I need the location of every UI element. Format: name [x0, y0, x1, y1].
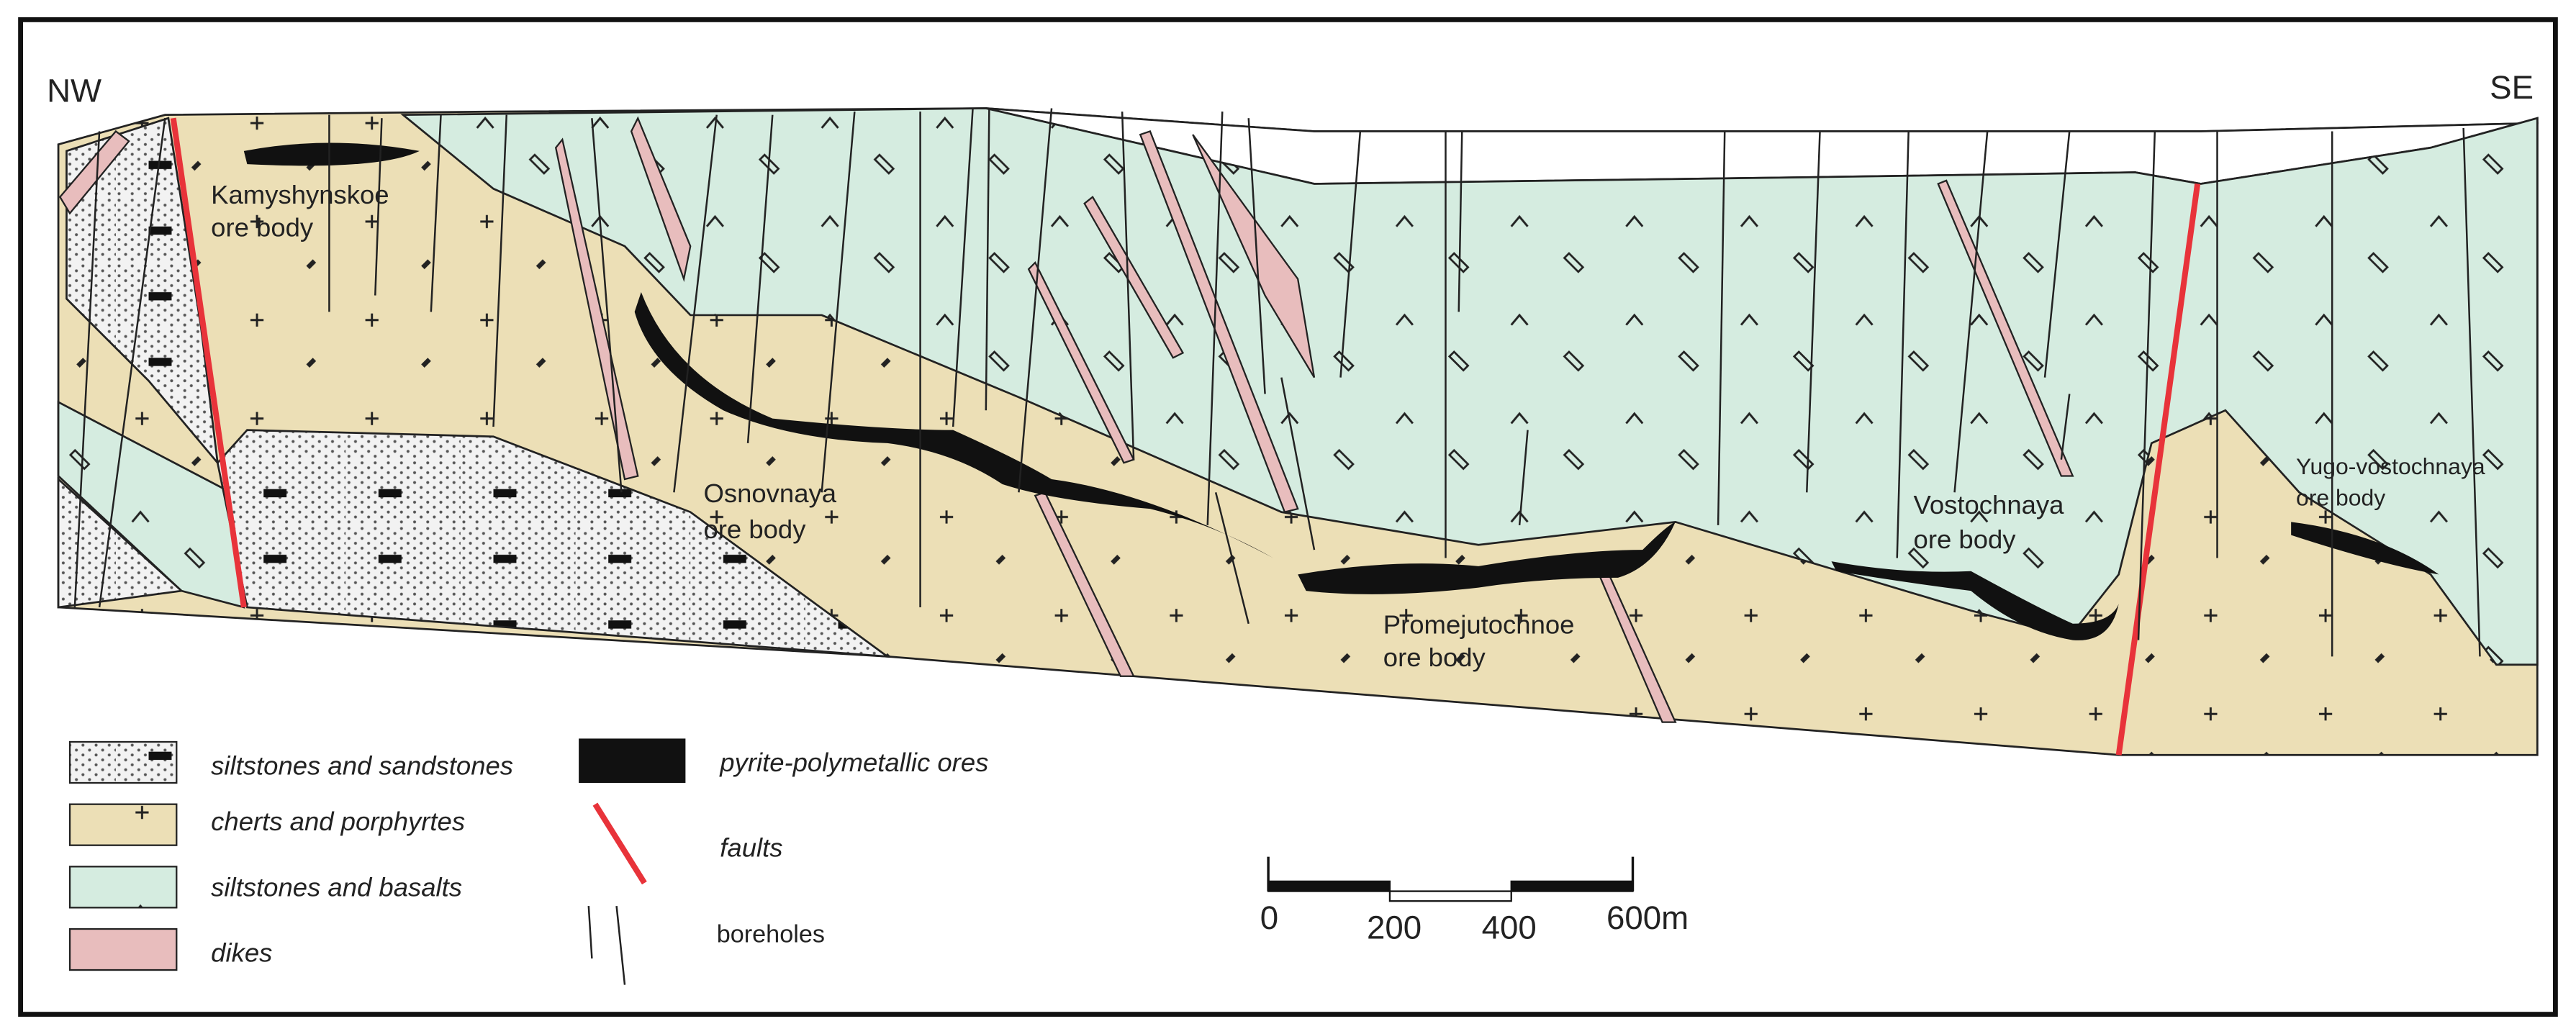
siltstone-layer — [216, 429, 891, 658]
legend-label: pyrite-polymetallic ores — [719, 748, 988, 777]
borehole — [430, 114, 442, 312]
borehole — [673, 114, 718, 493]
ore-label: Vostochnaya — [1914, 490, 2065, 520]
borehole — [1953, 131, 1989, 493]
legend-borehole — [615, 905, 626, 985]
legend-swatch — [68, 928, 178, 971]
legend-swatch — [68, 803, 178, 846]
scale-label: 200 — [1367, 910, 1422, 946]
ores — [243, 142, 2439, 640]
dike — [554, 137, 639, 481]
scale-label: 0 — [1260, 899, 1278, 936]
basalts-layer — [400, 107, 2539, 666]
legend-label: boreholes — [717, 920, 825, 948]
ore-body-shape — [243, 142, 420, 166]
ore-label: Osnovnaya — [703, 479, 836, 508]
ore-label: ore body — [1383, 643, 1486, 672]
ore-body-shape — [1831, 561, 2119, 640]
borehole — [1896, 131, 1910, 558]
ore-label: ore body — [211, 212, 314, 242]
direction-label: SE — [2490, 69, 2534, 106]
direction-label: NW — [47, 72, 101, 109]
borehole — [821, 111, 856, 493]
ore-label: ore body — [1914, 525, 2017, 554]
dikes — [58, 116, 2074, 723]
borehole — [492, 114, 508, 427]
siltstone-layer — [57, 476, 184, 609]
legend-borehole — [587, 906, 593, 959]
borehole — [1121, 112, 1135, 460]
borehole — [374, 118, 383, 296]
borehole — [2137, 131, 2156, 640]
scale-segment — [1510, 880, 1634, 892]
legend-label: faults — [720, 833, 782, 863]
borehole — [591, 118, 623, 493]
borehole — [73, 131, 101, 608]
scale-segment — [1267, 880, 1391, 892]
legend-fault — [592, 802, 647, 885]
scale-segment — [1388, 890, 1512, 902]
fault — [170, 117, 247, 608]
borehole — [1458, 131, 1463, 312]
ore-label: ore body — [703, 514, 806, 544]
borehole — [952, 108, 974, 427]
borehole — [1717, 131, 1726, 525]
dike — [1027, 261, 1135, 464]
scale-label: 600m — [1606, 899, 1689, 936]
scale-bar — [1267, 856, 1635, 902]
ore-label: Yugo-vostochnaya — [2296, 453, 2485, 479]
borehole — [1339, 131, 1362, 378]
ore-body-shape — [1298, 522, 1676, 594]
dike — [1139, 130, 1299, 514]
legend-swatch — [68, 866, 178, 909]
borehole — [98, 118, 166, 608]
boreholes — [73, 108, 2481, 657]
ore-label: ore body — [2296, 485, 2385, 511]
scale-label: 400 — [1482, 910, 1537, 946]
legend-label: cherts and porphyrtes — [211, 807, 465, 836]
dike — [1083, 195, 1185, 359]
legend-label: siltstones and basalts — [211, 872, 462, 902]
borehole — [1280, 377, 1316, 550]
fault — [2115, 183, 2201, 756]
ore-body-shape — [2291, 522, 2439, 575]
legend-label: siltstones and sandstones — [211, 751, 513, 781]
legend-label: dikes — [211, 938, 272, 968]
borehole — [1214, 491, 1249, 625]
dike — [1937, 179, 2074, 477]
borehole — [1247, 118, 1266, 394]
dike — [58, 130, 130, 215]
borehole — [1806, 131, 1821, 493]
dike — [1192, 134, 1316, 378]
ore-label: Promejutochnoe — [1383, 609, 1575, 639]
dike — [630, 116, 692, 283]
ore-label: Kamyshynskoe — [211, 180, 389, 209]
basalts-layer — [57, 400, 245, 609]
legend-swatch — [68, 740, 178, 784]
borehole — [2043, 131, 2071, 378]
borehole — [1018, 108, 1053, 493]
borehole — [2462, 127, 2481, 657]
borehole — [746, 114, 774, 443]
borehole — [985, 108, 990, 411]
legend-swatch — [579, 738, 686, 784]
borehole — [2060, 394, 2071, 460]
borehole — [1206, 112, 1224, 525]
borehole — [1518, 430, 1529, 526]
dike — [1034, 491, 1135, 677]
